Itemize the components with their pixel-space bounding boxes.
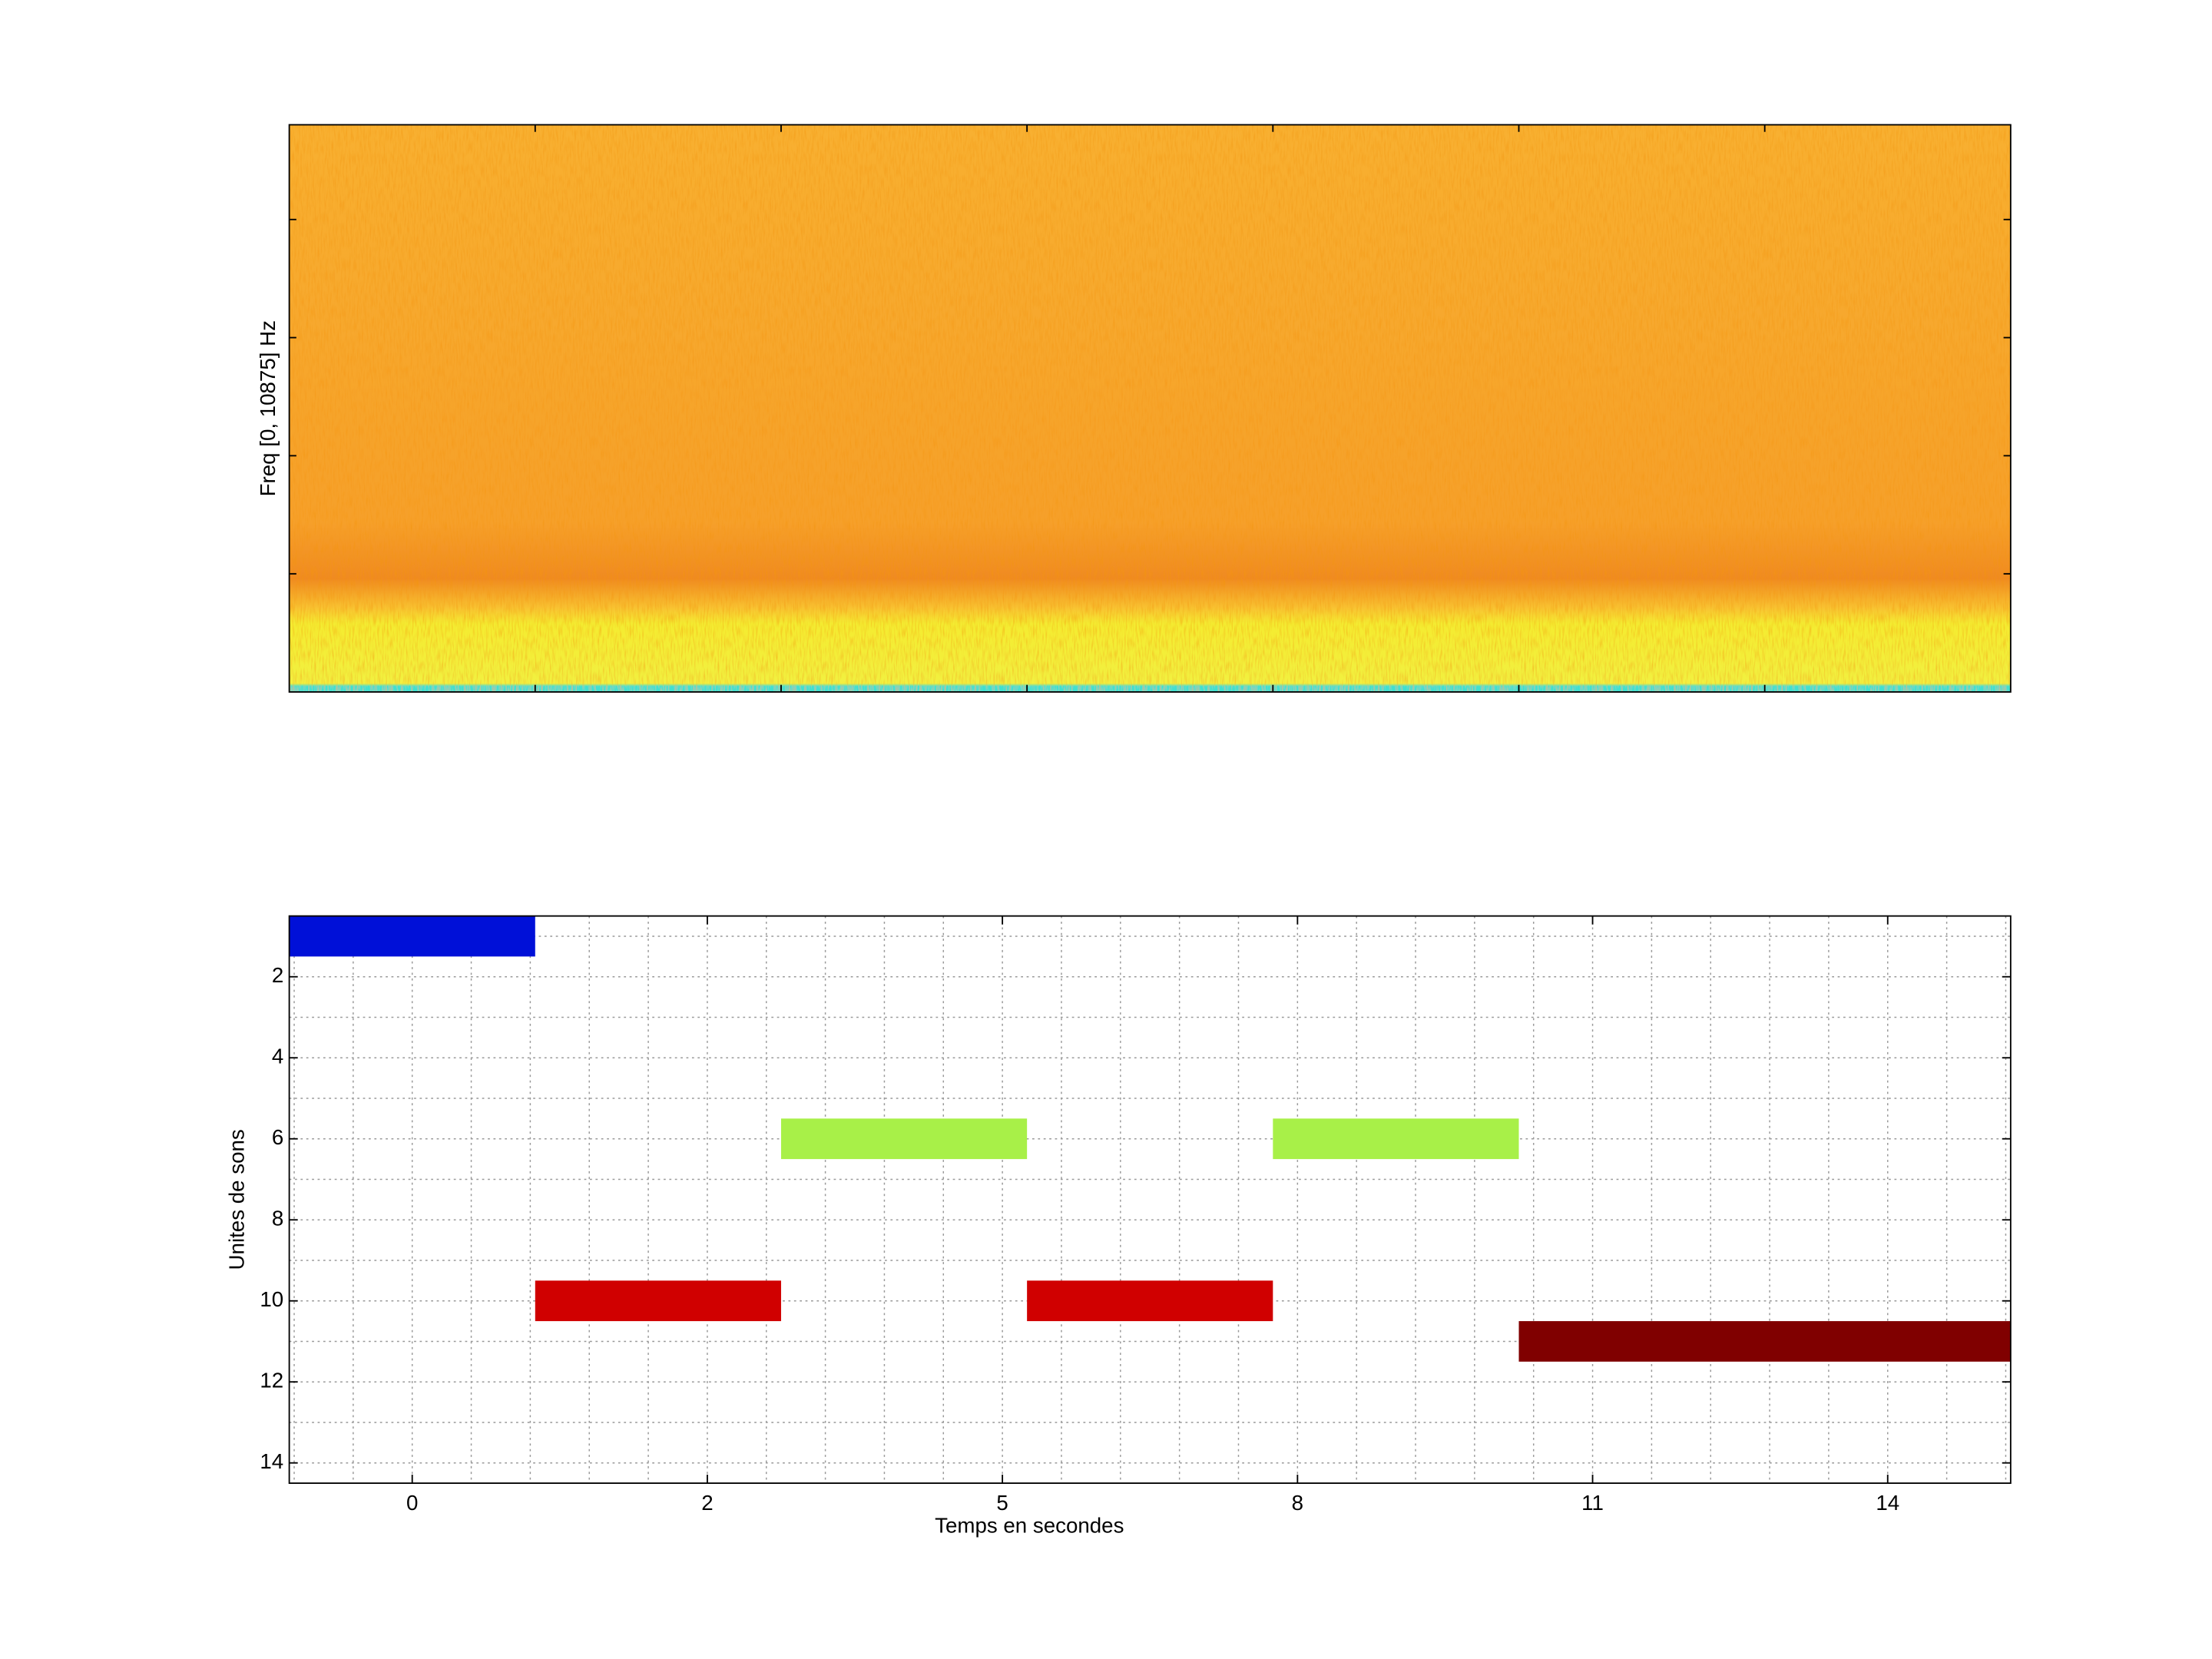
y-tick-label: 2 xyxy=(272,963,283,987)
y-axis-label: Unites de sons xyxy=(224,1129,248,1270)
axes-box xyxy=(288,124,2012,693)
x-tick-label: 8 xyxy=(1292,1491,1303,1515)
y-tick-label: 4 xyxy=(272,1045,283,1068)
sound-unit-bar xyxy=(1273,1118,1519,1160)
spectrogram-axes: Freq [0, 10875] Hz xyxy=(256,124,2012,693)
y-tick-label: 6 xyxy=(272,1125,283,1149)
x-tick-label: 0 xyxy=(406,1491,418,1515)
x-tick-label: 14 xyxy=(1876,1491,1899,1515)
gantt-axes: 0 2 5 8 11 14 2 4 6 8 10 12 14 Temps en secondes Unite… xyxy=(224,915,2012,1538)
x-tick-label: 11 xyxy=(1581,1491,1604,1515)
sound-unit-bar xyxy=(535,1280,781,1322)
y-axis-label: Freq [0, 10875] Hz xyxy=(256,320,280,496)
spectrogram-image xyxy=(289,124,2011,692)
y-tick-label: 10 xyxy=(260,1287,283,1311)
x-axis-label: Temps en secondes xyxy=(935,1514,1124,1538)
x-tick-label: 2 xyxy=(701,1491,713,1515)
sound-unit-bar xyxy=(1027,1280,1273,1322)
y-tick-label: 8 xyxy=(272,1207,283,1230)
axes-box xyxy=(288,915,2012,1485)
sound-unit-bar xyxy=(1518,1321,2011,1362)
y-tick-label: 14 xyxy=(260,1449,283,1473)
sound-unit-bar xyxy=(780,1118,1028,1160)
y-tick-label: 12 xyxy=(260,1369,283,1392)
x-tick-label: 5 xyxy=(996,1491,1008,1515)
sound-unit-bar xyxy=(289,916,535,957)
